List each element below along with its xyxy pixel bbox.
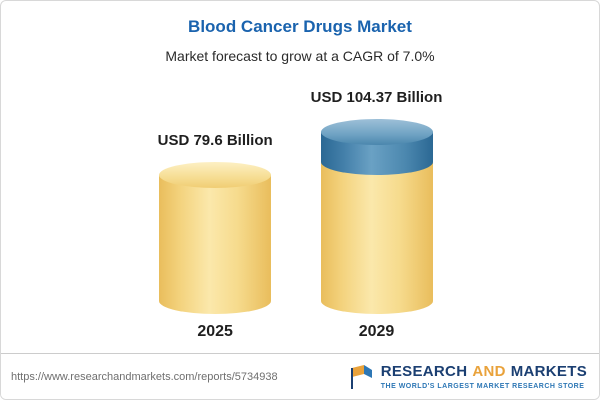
plot-area: USD 79.6 Billion 2025 USD 104.37 Billion… (1, 64, 599, 353)
logo-wordmark: RESEARCH AND MARKETS (381, 363, 587, 380)
value-label-2025: USD 79.6 Billion (157, 132, 273, 149)
chart-title: Blood Cancer Drugs Market (188, 17, 412, 36)
footer: https://www.researchandmarkets.com/repor… (1, 353, 599, 399)
logo-word-and: AND (472, 363, 506, 380)
research-and-markets-logo: RESEARCH AND MARKETS THE WORLD'S LARGEST… (348, 363, 587, 390)
cylinder-top-2025 (159, 162, 272, 188)
cylinder-bar-2029 (320, 119, 433, 314)
logo-tagline: THE WORLD'S LARGEST MARKET RESEARCH STOR… (380, 383, 585, 390)
logo-word-research: RESEARCH (380, 363, 468, 380)
cylinder-top-2029 (320, 119, 433, 145)
value-label-2029: USD 104.37 Billion (310, 89, 443, 106)
chart-subtitle: Market forecast to grow at a CAGR of 7.0… (165, 48, 435, 64)
logo-text: RESEARCH AND MARKETS THE WORLD'S LARGEST… (381, 363, 587, 390)
report-url: https://www.researchandmarkets.com/repor… (11, 370, 278, 383)
axis-label-2025: 2025 (197, 323, 233, 340)
bar-group-2029: USD 104.37 Billion 2029 (311, 89, 443, 341)
logo-word-markets: MARKETS (510, 363, 587, 380)
growth-segment-2029 (320, 119, 433, 175)
logo-mark-icon (350, 364, 372, 389)
cylinder-bar-2025 (159, 162, 272, 314)
chart-header: Blood Cancer Drugs Market Market forecas… (1, 1, 599, 64)
axis-label-2029: 2029 (358, 323, 395, 340)
bar-group-2025: USD 79.6 Billion 2025 (158, 132, 273, 341)
